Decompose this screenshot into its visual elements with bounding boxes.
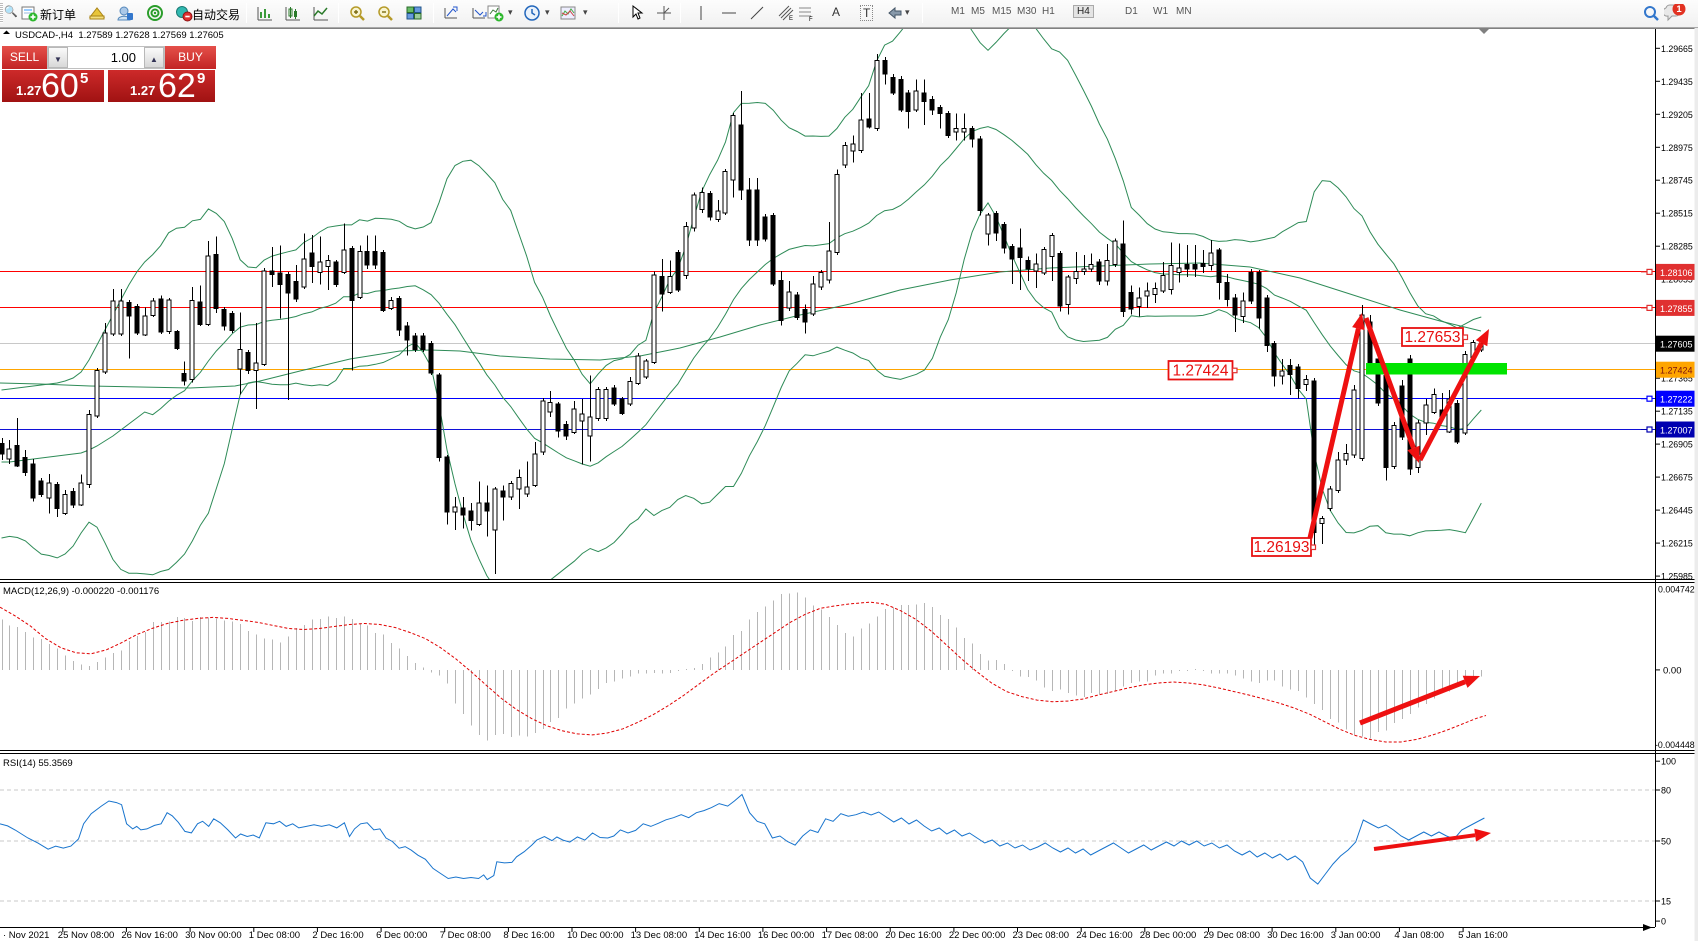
svg-text:RSI(14) 55.3569: RSI(14) 55.3569: [3, 758, 73, 769]
svg-text:30 Dec 16:00: 30 Dec 16:00: [1267, 930, 1324, 941]
svg-text:1.26193: 1.26193: [1253, 539, 1309, 556]
svg-text:1.27605: 1.27605: [1660, 340, 1693, 350]
svg-text:1.27653: 1.27653: [1404, 329, 1460, 346]
svg-text:16 Dec 00:00: 16 Dec 00:00: [758, 930, 815, 941]
svg-text:15: 15: [1661, 897, 1671, 907]
svg-text:1.26905: 1.26905: [1661, 440, 1693, 450]
svg-text:28 Dec 00:00: 28 Dec 00:00: [1140, 930, 1197, 941]
svg-text:-0.004448: -0.004448: [1655, 740, 1695, 750]
svg-text:29 Dec 08:00: 29 Dec 08:00: [1204, 930, 1261, 941]
svg-text:USDCAD-,H4 1.27589 1.27628 1.: USDCAD-,H4 1.27589 1.27628 1.27569 1.276…: [15, 30, 224, 41]
svg-text:MACD(12,26,9) -0.000220 -0.001: MACD(12,26,9) -0.000220 -0.001176: [3, 586, 159, 597]
svg-text:20 Dec 16:00: 20 Dec 16:00: [885, 930, 942, 941]
svg-text:1.27424: 1.27424: [1660, 366, 1693, 376]
svg-text:1.25985: 1.25985: [1661, 572, 1693, 582]
svg-text:1.28745: 1.28745: [1661, 176, 1693, 186]
svg-text:1.29205: 1.29205: [1661, 110, 1693, 120]
svg-text:1: 1: [1676, 4, 1682, 15]
svg-text:24 Dec 16:00: 24 Dec 16:00: [1076, 930, 1133, 941]
svg-text:7 Dec 08:00: 7 Dec 08:00: [440, 930, 491, 941]
svg-text:17 Dec 08:00: 17 Dec 08:00: [822, 930, 879, 941]
svg-text:0.004742: 0.004742: [1658, 585, 1695, 595]
svg-text:1.27222: 1.27222: [1660, 395, 1693, 405]
svg-text:26 Nov 16:00: 26 Nov 16:00: [121, 930, 178, 941]
svg-text:25 Nov 08:00: 25 Nov 08:00: [58, 930, 115, 941]
svg-text:1.27424: 1.27424: [1172, 362, 1228, 379]
svg-text:0: 0: [1661, 917, 1666, 927]
svg-text:1.28285: 1.28285: [1661, 242, 1693, 252]
svg-text:1.26215: 1.26215: [1661, 539, 1693, 549]
svg-text:5 Jan 16:00: 5 Jan 16:00: [1458, 930, 1508, 941]
svg-text:1.28106: 1.28106: [1660, 268, 1693, 278]
svg-text:3 Jan 00:00: 3 Jan 00:00: [1331, 930, 1381, 941]
svg-text:1 Dec 08:00: 1 Dec 08:00: [249, 930, 300, 941]
svg-text:1.27365: 1.27365: [1661, 374, 1693, 384]
svg-text:F: F: [809, 17, 813, 22]
svg-text:23 Dec 08:00: 23 Dec 08:00: [1013, 930, 1070, 941]
svg-text:13 Dec 08:00: 13 Dec 08:00: [631, 930, 688, 941]
svg-text:1.28975: 1.28975: [1661, 143, 1693, 153]
svg-text:1.29665: 1.29665: [1661, 44, 1693, 54]
svg-text:E: E: [789, 16, 793, 22]
svg-text:1.28515: 1.28515: [1661, 209, 1693, 219]
svg-text:1.27007: 1.27007: [1660, 426, 1693, 436]
svg-text:30 Nov 00:00: 30 Nov 00:00: [185, 930, 242, 941]
svg-text:4 Jan 08:00: 4 Jan 08:00: [1394, 930, 1444, 941]
svg-text:100: 100: [1661, 757, 1676, 767]
svg-text:1.27855: 1.27855: [1660, 304, 1693, 314]
svg-text:10 Dec 00:00: 10 Dec 00:00: [567, 930, 624, 941]
svg-text:6 Dec 00:00: 6 Dec 00:00: [376, 930, 427, 941]
svg-text:1.27135: 1.27135: [1661, 407, 1693, 417]
svg-text:1.26675: 1.26675: [1661, 473, 1693, 483]
svg-text:· Nov 2021: · Nov 2021: [3, 930, 49, 941]
svg-text:50: 50: [1661, 837, 1671, 847]
svg-text:1.26445: 1.26445: [1661, 506, 1693, 516]
svg-text:22 Dec 00:00: 22 Dec 00:00: [949, 930, 1006, 941]
svg-text:0.00: 0.00: [1663, 666, 1682, 677]
svg-text:80: 80: [1661, 786, 1671, 796]
svg-text:8 Dec 16:00: 8 Dec 16:00: [503, 930, 554, 941]
svg-text:14 Dec 16:00: 14 Dec 16:00: [694, 930, 751, 941]
svg-text:1.29435: 1.29435: [1661, 77, 1693, 87]
svg-text:2 Dec 16:00: 2 Dec 16:00: [312, 930, 363, 941]
